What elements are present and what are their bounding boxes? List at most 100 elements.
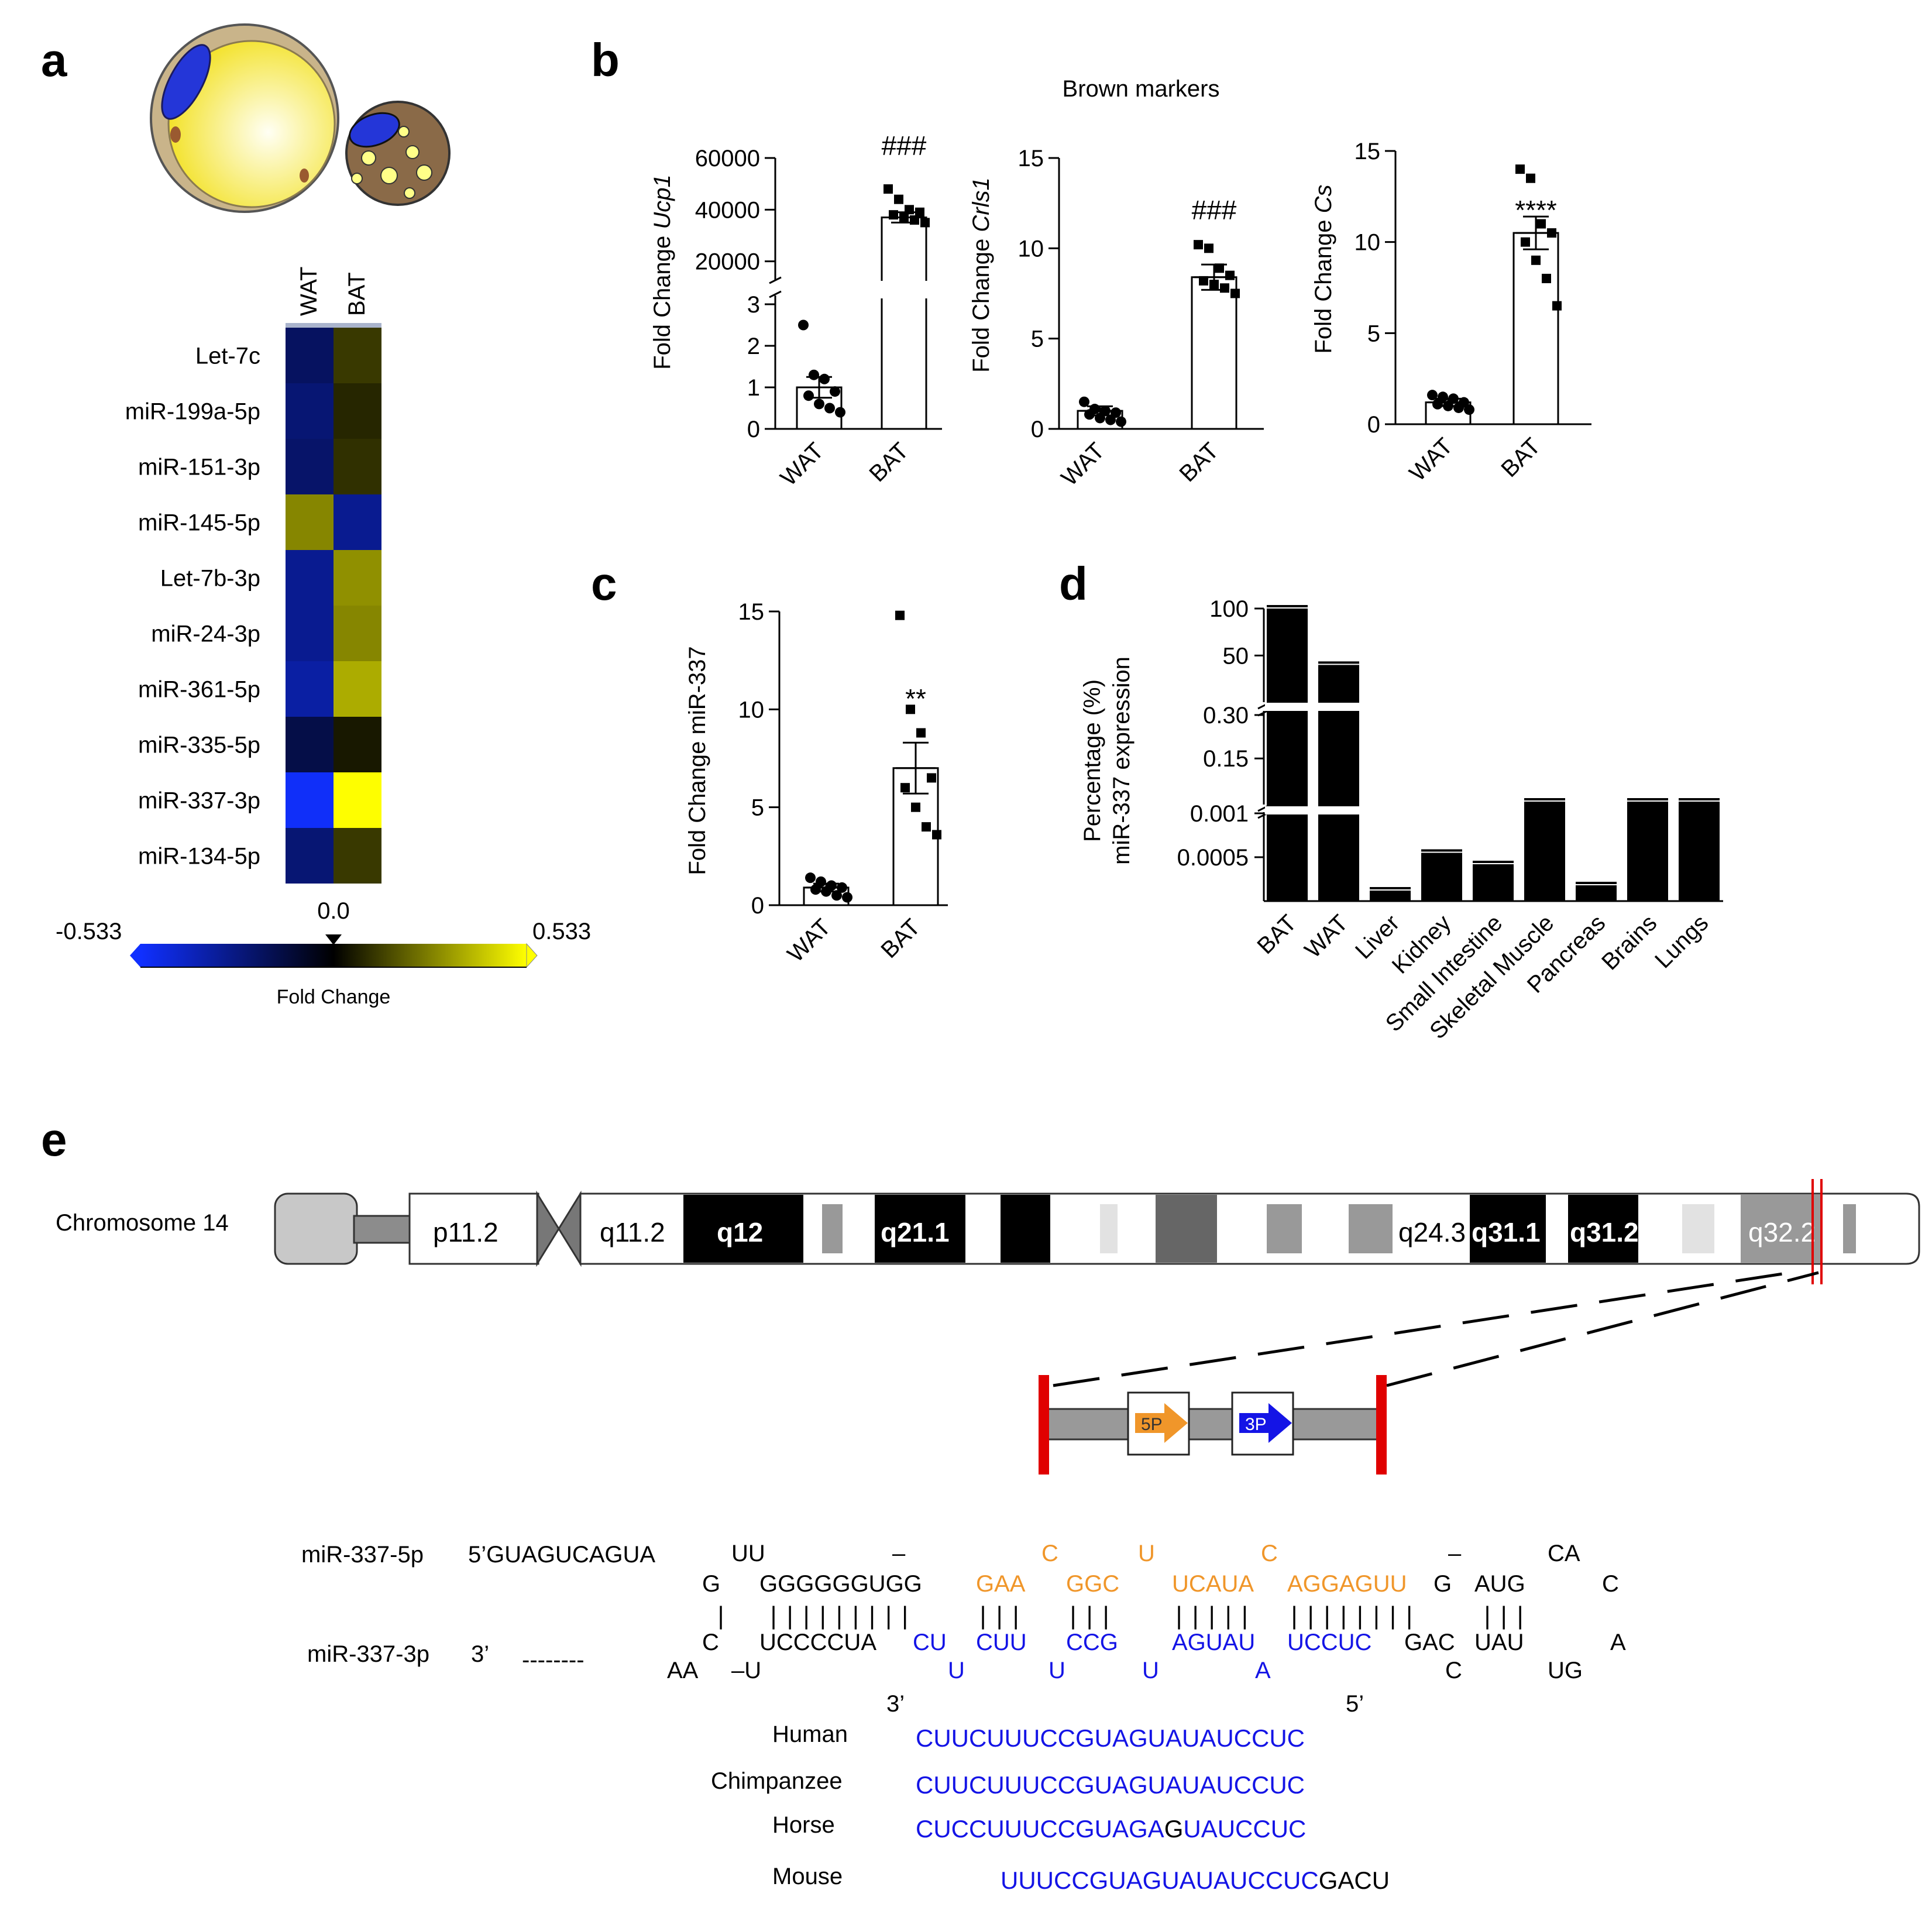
data-point <box>1111 407 1121 418</box>
x-tick-label: BAT <box>864 438 913 487</box>
bar <box>1473 864 1514 901</box>
hairpin-top-loop-nt: C <box>1261 1541 1278 1566</box>
heatmap-colorbar: -0.533 0.0 0.533 Fold Change <box>56 898 591 1008</box>
gene-name: Cs <box>1311 184 1336 213</box>
hairpin-top-stem-nt: G <box>1433 1571 1452 1597</box>
data-point <box>1194 240 1203 250</box>
data-point <box>821 886 831 897</box>
hairpin-bottom-loop-nt: –U <box>731 1658 761 1683</box>
bar <box>1679 801 1720 901</box>
hairpin-bottom-stem-nt: CUU <box>976 1630 1027 1655</box>
heatmap-cell <box>286 328 334 383</box>
bar <box>1627 801 1668 901</box>
data-point <box>895 610 905 620</box>
zoom-lines <box>1053 1271 1819 1387</box>
heatmap-cell <box>286 606 334 661</box>
hairpin-bottom-stem-nt: AGUAU <box>1172 1630 1255 1655</box>
base-pair-bars: ||||| <box>1172 1603 1254 1630</box>
data-point <box>1453 402 1464 413</box>
data-point <box>1220 283 1229 293</box>
data-point <box>894 194 903 204</box>
data-point <box>900 783 910 793</box>
species-sequence: CUUCUUUCCGUAGUAUAUCCUC <box>916 1724 1305 1752</box>
y-tick-label: 20000 <box>695 249 760 275</box>
bar <box>1318 665 1359 901</box>
data-point <box>1105 414 1116 425</box>
heatmap-row-label: miR-145-5p <box>138 510 260 536</box>
label-mir337-3p: miR-337-3p <box>307 1641 429 1667</box>
hairpin-bottom-stem-nt: UAU <box>1474 1630 1524 1655</box>
chart-crls1: 0 5 10 15 WAT BAT ### Fold Change Crls1 <box>968 146 1264 491</box>
data-point <box>1230 288 1240 298</box>
data-point <box>906 704 915 714</box>
species-alignment: Human CUUCUUUCCGUAGUAUAUCCUC Chimpanzee CUU… <box>711 1721 1390 1894</box>
mir-3p-arrow <box>1239 1403 1292 1443</box>
x-tick-label: WAT <box>1057 438 1110 491</box>
chart-mir337: 0 5 10 15 WAT BAT ** Fold Change miR-337 <box>685 599 948 967</box>
mir-5p-arrow <box>1135 1403 1188 1443</box>
heatmap-cell <box>334 606 381 661</box>
heatmap-cell <box>286 772 334 828</box>
data-point <box>1515 164 1525 174</box>
data-point <box>819 373 830 384</box>
seq-part: UUUCCGUAGUAUAUCCUC <box>1001 1867 1319 1894</box>
band-q11-2: q11.2 <box>600 1217 665 1247</box>
band-q31-2: q31.2 <box>1570 1217 1639 1247</box>
seq-mismatch: G <box>1164 1815 1184 1843</box>
end-3prime: 3’ <box>886 1691 905 1717</box>
bar <box>1370 891 1411 901</box>
species-name: Human <box>772 1721 848 1747</box>
data-point <box>1100 405 1111 417</box>
y-tick-label: 5 <box>751 795 764 821</box>
y-tick-label: 10 <box>1355 230 1381 256</box>
y-tick-label: 15 <box>1018 146 1044 171</box>
seq-part: CUCCUUUCCGUAGA <box>916 1815 1164 1843</box>
heatmap-row-label: miR-335-5p <box>138 733 260 758</box>
chromosome-label: Chromosome 14 <box>56 1210 229 1236</box>
seq-part: UAUCCUC <box>1183 1815 1306 1843</box>
band-p11-2: p11.2 <box>433 1217 499 1247</box>
band-q24-3: q24.3 <box>1398 1217 1466 1247</box>
data-point <box>831 890 842 901</box>
mir-5p-label: 5P <box>1141 1415 1163 1434</box>
mir337-hairpin-structure: miR-337-5p 5’GUAGUCAGUA miR-337-3p 3’ --… <box>301 1541 1626 1717</box>
significance-label: **** <box>1515 195 1557 225</box>
y-tick-label: 0 <box>751 893 764 919</box>
hairpin-top-loop-nt: – <box>892 1541 906 1566</box>
y-tick-label: 0 <box>747 417 760 442</box>
heatmap-cell <box>334 494 381 550</box>
hairpin-bottom-loop-nt: AA <box>667 1658 699 1683</box>
data-point <box>1079 396 1089 407</box>
white-adipocyte-illustration <box>150 23 339 213</box>
data-point <box>1526 173 1535 183</box>
significance-label: ** <box>905 683 926 714</box>
y-tick-label: 0.15 <box>1203 746 1249 772</box>
x-tick-label: WAT <box>1405 433 1458 486</box>
data-point <box>1204 243 1213 253</box>
x-tick-label: BAT <box>1174 438 1223 487</box>
y-tick-label: 10 <box>738 697 765 723</box>
hairpin-bottom-stem-nt: A <box>1610 1630 1626 1655</box>
data-point <box>1464 404 1474 415</box>
data-point <box>889 210 898 220</box>
chart-cs: 0 5 10 15 WAT BAT **** Fold Change Cs <box>1311 139 1591 486</box>
seq-part: CUUCUUUCCGUAGUAUAUCCUC <box>916 1724 1305 1752</box>
data-point <box>1199 276 1208 286</box>
panel-letter-c: c <box>591 558 617 610</box>
y-tick-label: 0 <box>1367 412 1380 438</box>
data-point <box>1438 391 1448 403</box>
panel-letter-e: e <box>41 1113 67 1166</box>
y-tick-label: 1 <box>747 375 760 401</box>
y-tick-label: 15 <box>1355 139 1381 164</box>
data-point <box>1521 237 1530 247</box>
data-point <box>803 390 814 401</box>
base-pair-bars: ||||||||| <box>766 1603 915 1630</box>
heatmap-cell <box>334 772 381 828</box>
data-point <box>1432 398 1443 410</box>
band-q21-1: q21.1 <box>881 1217 950 1247</box>
hairpin-bottom-loop-nt: U <box>1048 1658 1065 1683</box>
x-tick-label: Brains <box>1597 910 1662 975</box>
data-point <box>1427 390 1438 401</box>
hairpin-bottom-stem-nt: CCG <box>1066 1630 1118 1655</box>
